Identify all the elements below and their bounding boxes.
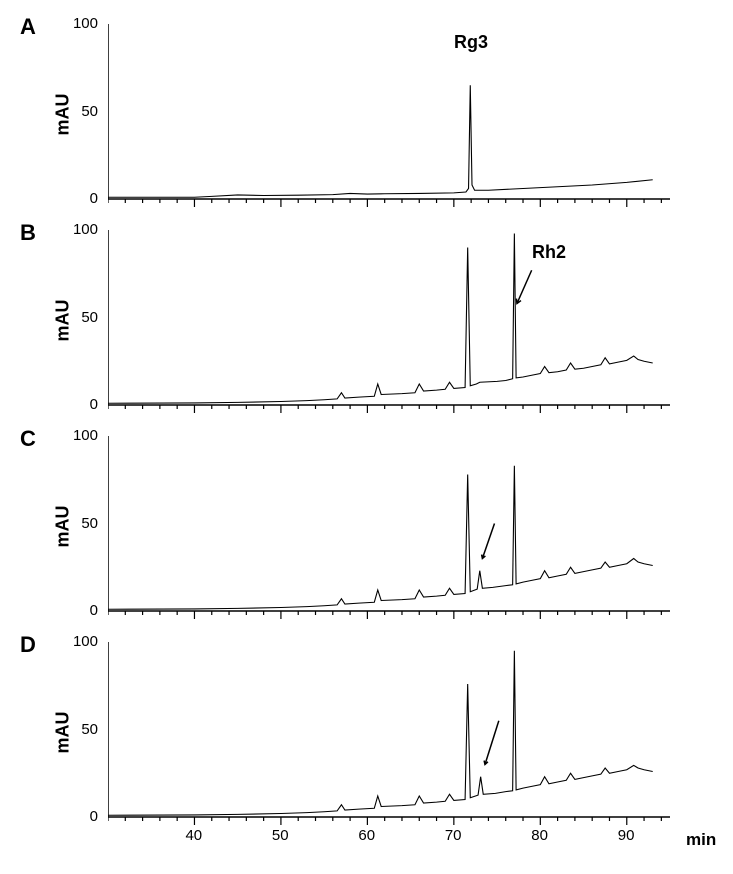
- xtick-label: 70: [445, 827, 462, 844]
- ytick-label: 50: [81, 103, 98, 120]
- panel-C-chart: [108, 436, 672, 623]
- panel-D-chart: [108, 642, 672, 829]
- xlabel: min: [686, 830, 716, 850]
- ytick-label: 0: [90, 602, 98, 619]
- ylabel-C: mAU: [53, 505, 74, 547]
- ytick-label: 50: [81, 515, 98, 532]
- ylabel-B: mAU: [53, 299, 74, 341]
- panel-label-C: C: [20, 426, 36, 452]
- ytick-label: 0: [90, 190, 98, 207]
- ytick-label: 0: [90, 808, 98, 825]
- ytick-label: 100: [73, 221, 98, 238]
- panel-label-D: D: [20, 632, 36, 658]
- panel-label-A: A: [20, 14, 36, 40]
- xtick-label: 80: [531, 827, 548, 844]
- ytick-label: 50: [81, 721, 98, 738]
- panel-A-chart: [108, 24, 672, 211]
- xtick-label: 40: [185, 827, 202, 844]
- ytick-label: 50: [81, 309, 98, 326]
- xtick-label: 50: [272, 827, 289, 844]
- xtick-label: 90: [618, 827, 635, 844]
- ylabel-D: mAU: [53, 711, 74, 753]
- chromatogram-figure: A B C D mAU mAU mAU mAU min Rg3 Rh2 0501…: [0, 0, 733, 874]
- ytick-label: 0: [90, 396, 98, 413]
- panel-B-chart: [108, 230, 672, 417]
- ylabel-A: mAU: [53, 93, 74, 135]
- ytick-label: 100: [73, 15, 98, 32]
- ytick-label: 100: [73, 633, 98, 650]
- panel-label-B: B: [20, 220, 36, 246]
- xtick-label: 60: [358, 827, 375, 844]
- ytick-label: 100: [73, 427, 98, 444]
